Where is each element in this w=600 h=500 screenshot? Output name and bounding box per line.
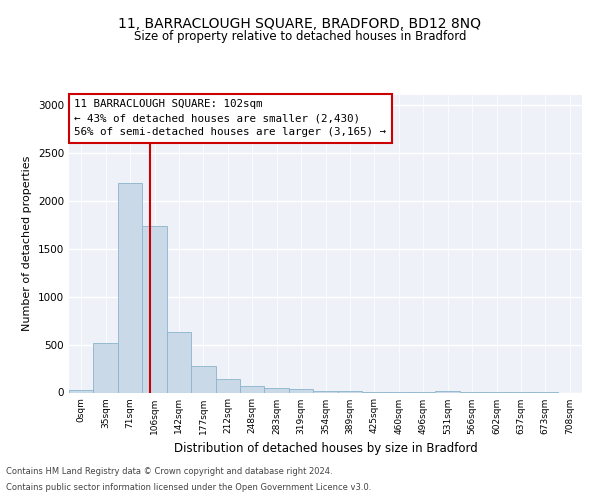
Bar bbox=[142, 226, 167, 392]
Bar bbox=[240, 386, 265, 392]
Text: Size of property relative to detached houses in Bradford: Size of property relative to detached ho… bbox=[134, 30, 466, 43]
Bar bbox=[215, 379, 240, 392]
Bar bbox=[69, 390, 94, 392]
Bar bbox=[191, 366, 215, 392]
Bar bbox=[94, 342, 118, 392]
Text: Contains public sector information licensed under the Open Government Licence v3: Contains public sector information licen… bbox=[6, 484, 371, 492]
Bar bbox=[289, 388, 313, 392]
Bar bbox=[436, 390, 460, 392]
Y-axis label: Number of detached properties: Number of detached properties bbox=[22, 156, 32, 332]
Bar bbox=[118, 183, 142, 392]
Bar bbox=[265, 388, 289, 392]
Text: 11 BARRACLOUGH SQUARE: 102sqm
← 43% of detached houses are smaller (2,430)
56% o: 11 BARRACLOUGH SQUARE: 102sqm ← 43% of d… bbox=[74, 100, 386, 138]
Text: Contains HM Land Registry data © Crown copyright and database right 2024.: Contains HM Land Registry data © Crown c… bbox=[6, 467, 332, 476]
X-axis label: Distribution of detached houses by size in Bradford: Distribution of detached houses by size … bbox=[173, 442, 478, 455]
Bar bbox=[167, 332, 191, 392]
Bar bbox=[313, 390, 338, 392]
Text: 11, BARRACLOUGH SQUARE, BRADFORD, BD12 8NQ: 11, BARRACLOUGH SQUARE, BRADFORD, BD12 8… bbox=[119, 18, 482, 32]
Bar bbox=[338, 391, 362, 392]
